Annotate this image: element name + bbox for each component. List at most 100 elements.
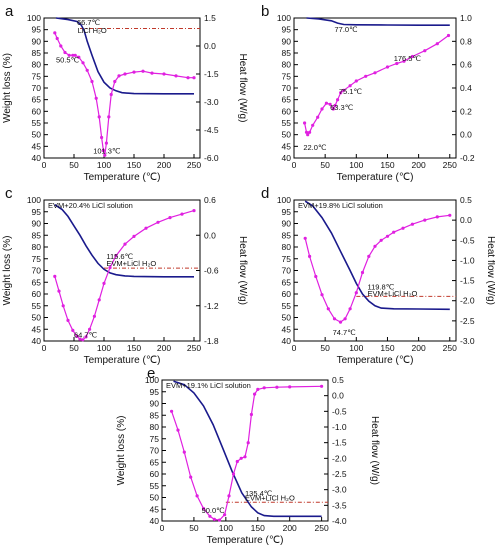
y2-tick-label: 0.2 — [460, 106, 472, 116]
heat-flow-point — [168, 216, 172, 220]
x-tick-label: 250 — [443, 160, 457, 170]
y-tick-label: 85 — [282, 230, 292, 240]
y-tick-label: 60 — [150, 469, 160, 479]
plot-frame — [293, 17, 457, 159]
x-axis-label: Temperature (℃) — [337, 172, 414, 183]
x-tick-label: 100 — [219, 523, 233, 533]
heat-flow-line — [304, 35, 449, 136]
y2-tick-label: 1.0 — [460, 13, 472, 23]
y-tick-label: 100 — [277, 195, 291, 205]
heat-flow-point — [132, 234, 136, 238]
heat-flow-point — [123, 72, 127, 76]
heat-flow-point — [239, 456, 243, 460]
y2-tick-label: 0.0 — [460, 215, 472, 225]
x-tick-label: 200 — [412, 160, 426, 170]
y2-tick-label: 1.5 — [204, 13, 216, 23]
heat-flow-point — [101, 148, 105, 153]
y-tick-label: 50 — [32, 313, 42, 323]
panel-label-c: c — [5, 185, 13, 202]
heat-flow-point — [85, 68, 89, 72]
heat-flow-point — [410, 54, 414, 59]
y-tick-label: 50 — [150, 493, 160, 503]
y-tick-label: 40 — [150, 516, 160, 526]
y-tick-label: 45 — [32, 141, 42, 151]
y-tick-label: 100 — [27, 13, 41, 23]
heat-flow-point — [104, 141, 108, 145]
y-tick-label: 50 — [32, 130, 42, 140]
y2-tick-label: 0.6 — [460, 60, 472, 70]
y-tick-label: 95 — [282, 25, 292, 35]
panel-e: e0 50 100 150 200 250404550556065707580859095… — [116, 365, 380, 546]
y-tick-label: 65 — [282, 277, 292, 287]
y-tick-label: 90 — [32, 36, 42, 46]
y-tick-label: 75 — [32, 254, 42, 264]
x-tick-label: 200 — [412, 343, 426, 353]
y2-tick-label: -2.5 — [460, 316, 475, 326]
panel-a: a0 50 100 150 200 250404550556065707580859095… — [2, 3, 248, 183]
heat-flow-point — [342, 88, 346, 92]
y2-tick-label: -1.8 — [204, 336, 219, 346]
heat-flow-point — [84, 335, 88, 339]
y-tick-label: 90 — [282, 219, 292, 229]
x-tick-label: 150 — [380, 343, 394, 353]
y-tick-label: 95 — [282, 207, 292, 217]
heat-flow-point — [320, 384, 324, 388]
annotation: 77.0℃ — [335, 25, 359, 34]
y-tick-label: 40 — [282, 153, 292, 163]
y-tick-label: 100 — [277, 13, 291, 23]
y2-tick-label: 0.5 — [332, 375, 344, 385]
heat-flow-point — [67, 53, 71, 57]
panel-label-a: a — [5, 3, 14, 20]
y-tick-label: 100 — [145, 375, 159, 385]
panel-label-e: e — [147, 365, 155, 382]
x-axis-label: Temperature (℃) — [337, 355, 414, 366]
y-tick-label: 80 — [32, 60, 42, 70]
y2-tick-label: 0.0 — [204, 230, 216, 240]
x-axis-label: Temperature (℃) — [84, 172, 161, 183]
heat-flow-point — [75, 334, 79, 338]
y2-tick-label: 0.0 — [460, 130, 472, 140]
annotation: 66.7℃ — [77, 18, 101, 27]
heat-flow-point — [107, 115, 111, 119]
y-tick-label: 55 — [282, 118, 292, 128]
y2-axis-label: Heat flow (W/g) — [369, 416, 380, 485]
y-tick-label: 55 — [282, 301, 292, 311]
weight-loss-line — [55, 17, 194, 95]
x-tick-label: 150 — [127, 160, 141, 170]
y-tick-label: 40 — [32, 336, 42, 346]
heat-flow-point — [77, 55, 81, 59]
y-tick-label: 85 — [282, 48, 292, 58]
weight-loss-line — [306, 17, 450, 26]
y-tick-label: 70 — [32, 83, 42, 93]
heat-flow-point — [336, 98, 340, 102]
heat-flow-point — [304, 130, 309, 134]
annotation: 101.3℃ — [93, 146, 121, 155]
y-axis-label: Weight loss (%) — [116, 416, 127, 486]
x-tick-label: 0 — [42, 160, 47, 170]
y-tick-label: 50 — [282, 313, 292, 323]
y2-tick-label: -1.5 — [332, 438, 347, 448]
heat-flow-point — [423, 49, 427, 53]
heat-flow-point — [176, 428, 180, 432]
heat-flow-point — [223, 513, 227, 517]
heat-flow-point — [174, 74, 178, 78]
y2-tick-label: 0.8 — [460, 36, 472, 46]
panel-label-b: b — [261, 3, 269, 20]
x-tick-label: 200 — [157, 343, 171, 353]
y-tick-label: 55 — [32, 118, 42, 128]
y-tick-label: 90 — [282, 36, 292, 46]
heat-flow-point — [53, 31, 57, 35]
heat-flow-point — [103, 153, 107, 157]
heat-flow-point — [275, 385, 279, 389]
heat-flow-point — [314, 274, 318, 279]
heat-flow-point — [92, 314, 96, 318]
x-tick-label: 100 — [349, 343, 363, 353]
y2-tick-label: -3.0 — [204, 97, 219, 107]
annotation: 90.0℃ — [202, 506, 226, 515]
x-tick-label: 0 — [292, 343, 297, 353]
y2-tick-label: -1.2 — [204, 301, 219, 311]
y-tick-label: 65 — [32, 277, 42, 287]
x-tick-label: 150 — [380, 160, 394, 170]
heat-flow-point — [113, 79, 117, 84]
x-tick-label: 250 — [315, 523, 329, 533]
